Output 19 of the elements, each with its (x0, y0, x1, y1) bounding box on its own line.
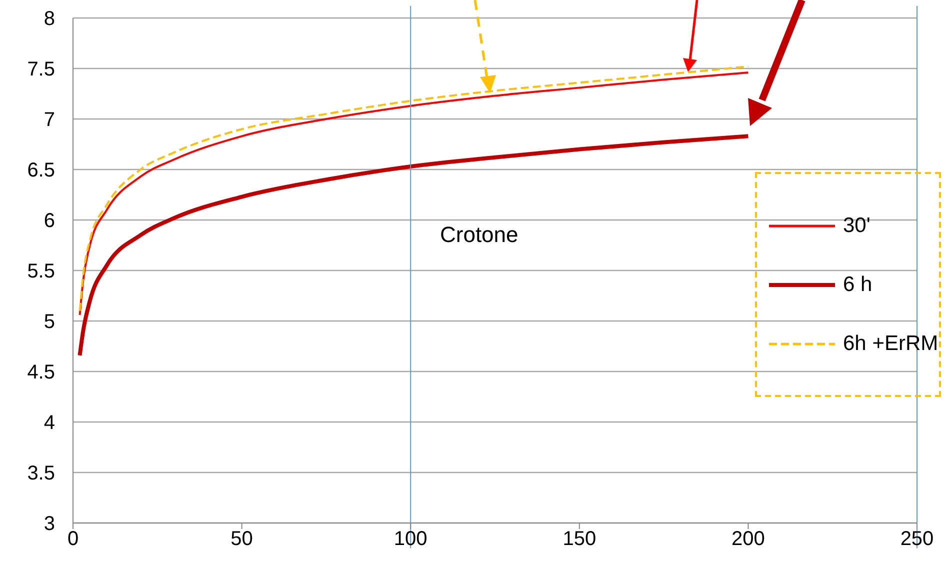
y-tick-label: 6.5 (27, 160, 55, 182)
y-tick-label: 3.5 (27, 462, 55, 485)
y-tick-label: 4 (44, 412, 55, 434)
line-series (78, 134, 750, 358)
y-tick-label: 5 (44, 311, 55, 334)
legend-label: 6 h (843, 272, 872, 296)
y-tick-label: 4.5 (27, 362, 55, 384)
x-tick-label: 200 (732, 528, 765, 550)
x-tick-label: 150 (562, 528, 596, 550)
annotation: Crotone (440, 222, 518, 248)
y-tick-label: 7 (44, 109, 55, 132)
legend-label: 30' (843, 214, 870, 238)
x-tick-label: 50 (230, 528, 253, 550)
y-tick-label: 5.5 (27, 260, 55, 283)
y-tick-label: 7.5 (27, 58, 55, 81)
x-tick-label: 0 (67, 528, 79, 550)
y-tick-label: 3 (44, 513, 55, 536)
y-tick-label: 6 (44, 210, 55, 232)
y-tick-label: 8 (44, 8, 55, 30)
